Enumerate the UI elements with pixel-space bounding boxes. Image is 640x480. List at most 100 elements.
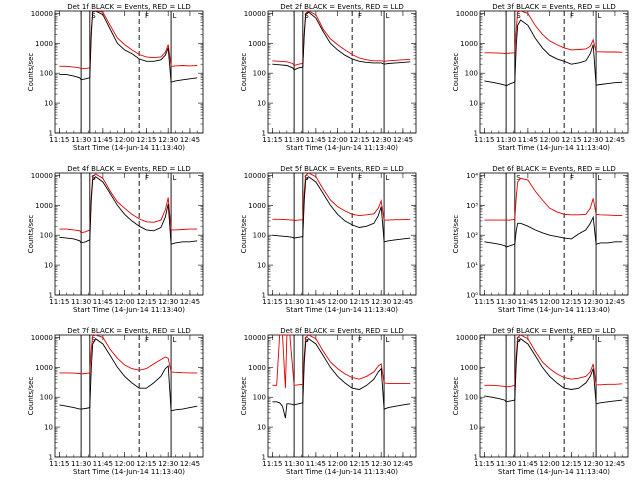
x-tick-label: 12:00 — [540, 136, 560, 144]
marker-label: S — [91, 336, 96, 344]
y-tick-label: 100 — [253, 232, 266, 240]
series-line-lld — [59, 10, 198, 70]
y-tick-label: 1 — [474, 130, 478, 138]
y-axis-label: Counts/sec — [27, 215, 35, 254]
detector-panel-5: Det 5f BLACK = Events, RED = LLD 1 10 100 10… — [240, 165, 417, 314]
plot-frame — [267, 10, 417, 134]
x-tick-label: 12:00 — [328, 136, 348, 144]
y-tick-label: 1 — [262, 130, 266, 138]
marker-label: F — [145, 12, 149, 20]
x-tick-label: 12:15 — [349, 298, 369, 306]
x-tick-label: 11:30 — [496, 460, 516, 468]
x-tick-label: 11:15 — [474, 460, 494, 468]
y-tick-label: 1 — [474, 454, 478, 462]
x-tick-label: 12:30 — [371, 460, 391, 468]
x-tick-label: 11:15 — [262, 460, 282, 468]
detector-panel-3: Det 3f BLACK = Events, RED = LLD 1 10 100 10… — [452, 3, 629, 152]
y-tick-label: 1 — [49, 130, 53, 138]
y-tick-label: 10⁰ — [466, 292, 478, 300]
x-tick-label: 12:00 — [540, 460, 560, 468]
y-axis-label: Counts/sec — [240, 53, 248, 92]
x-tick-label: 11:45 — [306, 460, 326, 468]
y-tick-label: 10³ — [466, 202, 478, 210]
series-line-events — [59, 338, 198, 412]
y-tick-label: 10² — [466, 232, 478, 240]
marker-label: S — [304, 12, 309, 20]
series-line-lld — [272, 334, 411, 389]
y-tick-label: 100 — [253, 394, 266, 402]
x-tick-label: 12:15 — [349, 460, 369, 468]
panel-title: Det 6f BLACK = Events, RED = LLD — [492, 165, 615, 173]
detector-panel-9: Det 9f BLACK = Events, RED = LLD 1 10 100 10… — [452, 327, 629, 476]
y-tick-label: 1000 — [35, 364, 53, 372]
y-tick-label: 10¹ — [466, 262, 478, 270]
detector-panel-6: Det 6f BLACK = Events, RED = LLD 10⁰ 10¹ 10… — [452, 165, 629, 314]
panel-title: Det 3f BLACK = Events, RED = LLD — [492, 3, 615, 11]
x-tick-label: 12:15 — [561, 298, 581, 306]
y-tick-label: 1000 — [35, 202, 53, 210]
x-tick-label: 12:00 — [115, 136, 135, 144]
panel-title: Det 9f BLACK = Events, RED = LLD — [492, 327, 615, 335]
x-tick-label: 12:30 — [583, 460, 603, 468]
y-axis-label: Counts/sec — [452, 377, 460, 416]
detector-panel-2: Det 2f BLACK = Events, RED = LLD 1 10 100 10… — [240, 3, 417, 152]
series-line-events — [272, 338, 411, 419]
y-tick-label: 100 — [40, 394, 53, 402]
x-tick-label: 11:15 — [262, 298, 282, 306]
x-tick-label: 11:45 — [518, 136, 538, 144]
x-tick-label: 12:45 — [605, 298, 625, 306]
x-axis-label: Start Time (14-Jun-14 11:13:40) — [286, 468, 398, 476]
y-tick-label: 10000 — [244, 10, 266, 18]
marker-label: F — [358, 174, 362, 182]
x-tick-label: 11:45 — [93, 136, 113, 144]
x-tick-label: 12:15 — [136, 460, 156, 468]
series-line-events — [59, 176, 198, 245]
panel-title: Det 4f BLACK = Events, RED = LLD — [67, 165, 190, 173]
x-tick-label: 11:15 — [49, 298, 69, 306]
panel-title: Det 5f BLACK = Events, RED = LLD — [280, 165, 403, 173]
marker-label: S — [516, 174, 521, 182]
y-tick-label: 1 — [262, 292, 266, 300]
series-line-lld — [272, 172, 411, 221]
plot-frame — [54, 172, 204, 296]
x-axis-label: Start Time (14-Jun-14 11:13:40) — [286, 306, 398, 314]
series-line-events — [272, 11, 411, 71]
plot-frame — [54, 334, 204, 458]
x-tick-label: 11:45 — [518, 298, 538, 306]
x-tick-label: 11:15 — [262, 136, 282, 144]
x-tick-label: 11:30 — [284, 460, 304, 468]
marker-label: S — [91, 12, 96, 20]
y-tick-label: 1000 — [460, 40, 478, 48]
series-line-lld — [484, 334, 623, 388]
x-tick-label: 12:00 — [115, 460, 135, 468]
marker-label: F — [358, 12, 362, 20]
y-axis-label: Counts/sec — [240, 377, 248, 416]
x-tick-label: 12:00 — [115, 298, 135, 306]
x-tick-label: 12:00 — [328, 298, 348, 306]
marker-label: L — [598, 12, 602, 20]
panel-title: Det 7f BLACK = Events, RED = LLD — [67, 327, 190, 335]
detector-panel-1: Det 1f BLACK = Events, RED = LLD 1 10 100 10… — [27, 3, 204, 152]
x-tick-label: 12:15 — [136, 136, 156, 144]
x-tick-label: 12:30 — [583, 136, 603, 144]
y-axis-label: Counts/sec — [452, 215, 460, 254]
plot-frame — [479, 10, 629, 134]
series-line-events — [484, 215, 623, 248]
marker-label: L — [598, 336, 602, 344]
marker-label: S — [516, 336, 521, 344]
marker-label: S — [91, 174, 96, 182]
x-tick-label: 11:45 — [518, 460, 538, 468]
x-tick-label: 12:45 — [605, 136, 625, 144]
x-tick-label: 11:15 — [49, 136, 69, 144]
x-tick-label: 12:00 — [328, 460, 348, 468]
y-tick-label: 100 — [40, 70, 53, 78]
marker-label: L — [386, 336, 390, 344]
x-tick-label: 11:30 — [71, 298, 91, 306]
plot-frame — [479, 172, 629, 296]
detector-panel-8: Det 8f BLACK = Events, RED = LLD 1 10 100 10… — [240, 327, 417, 476]
marker-label: F — [358, 336, 362, 344]
y-tick-label: 10 — [469, 100, 478, 108]
y-tick-label: 100 — [465, 70, 478, 78]
y-tick-label: 100 — [40, 232, 53, 240]
marker-label: L — [598, 174, 602, 182]
